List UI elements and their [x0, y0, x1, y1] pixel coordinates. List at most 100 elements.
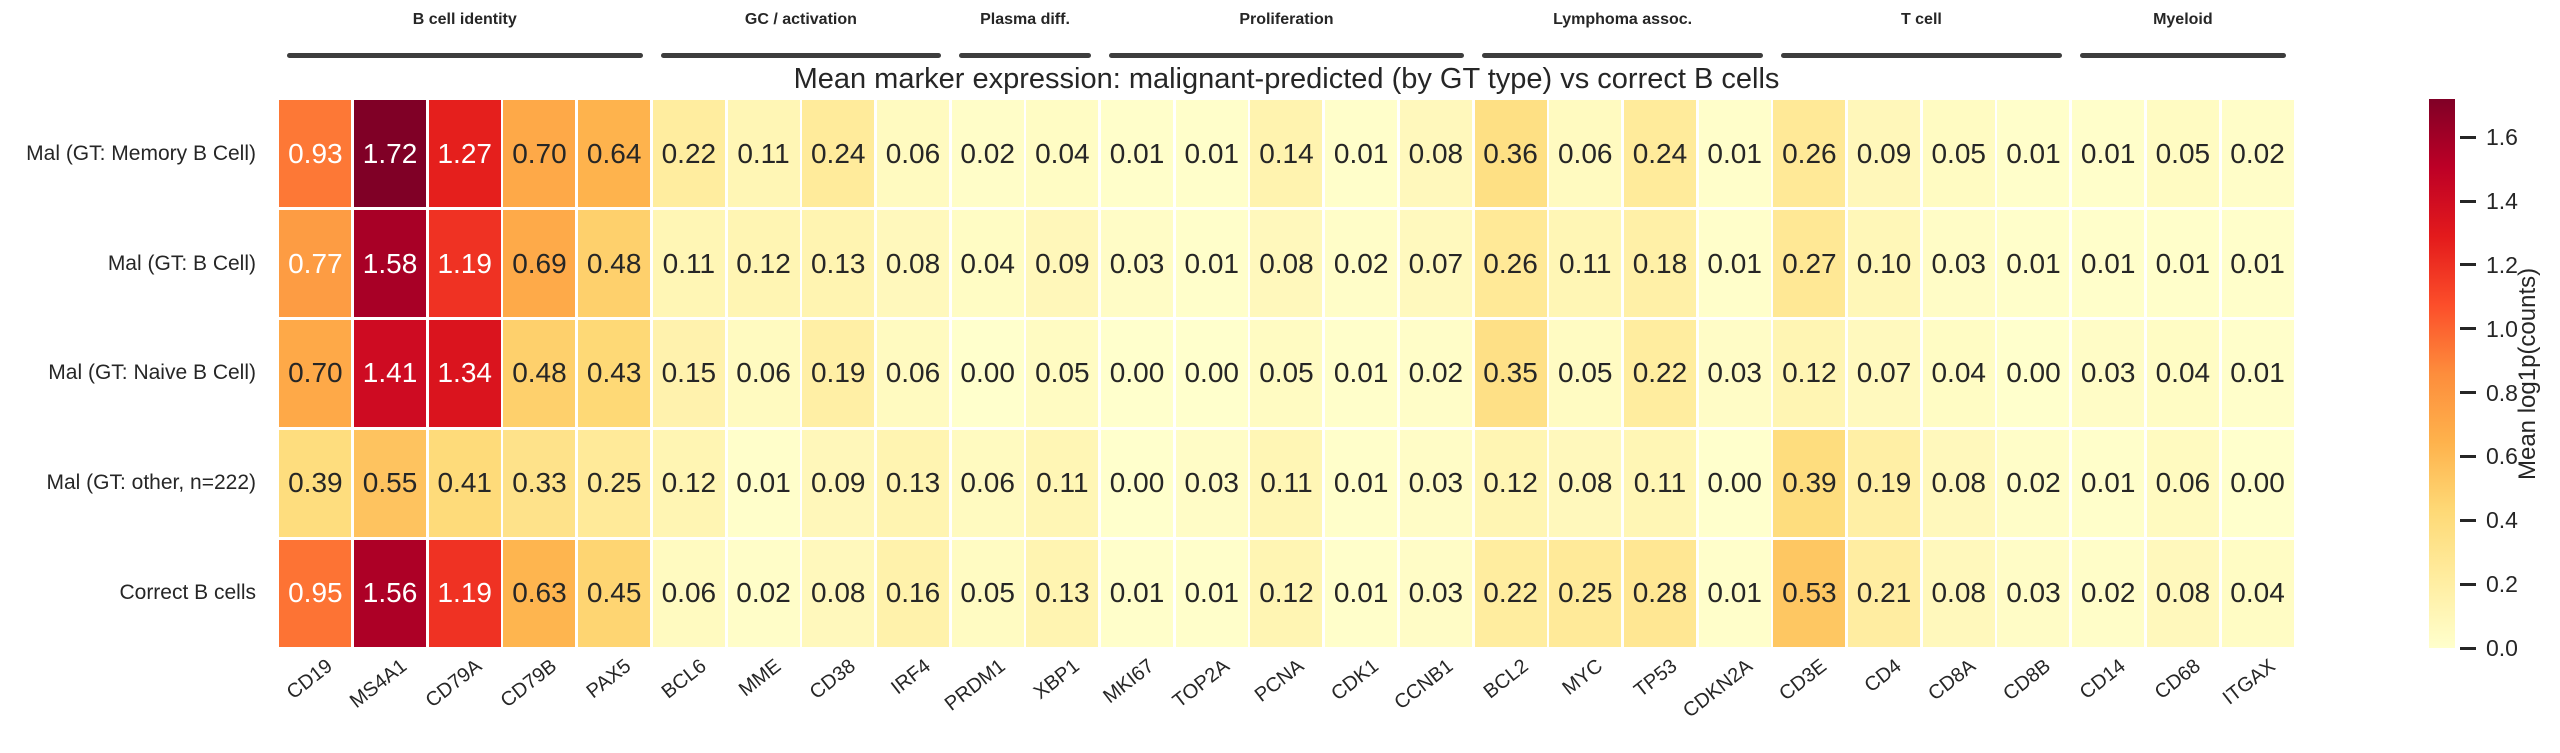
colorbar-tick-label: 1.4: [2486, 188, 2518, 215]
heatmap-cell: 0.05: [2146, 100, 2219, 208]
colorbar-tick-mark: [2460, 199, 2476, 203]
x-tick-label: CDKN2A: [1678, 655, 1757, 723]
x-tick-label: IRF4: [886, 655, 935, 700]
x-tick-label: ITGAX: [2218, 655, 2280, 710]
column-group-underline: [2079, 53, 2286, 58]
heatmap-cell: 0.11: [652, 210, 725, 318]
heatmap-cell: 0.02: [1325, 210, 1398, 318]
heatmap-cell: 0.26: [1474, 210, 1547, 318]
heatmap-cell: 0.10: [1848, 210, 1921, 318]
heatmap-cell: 0.01: [1325, 100, 1398, 208]
row-label: Mal (GT: Memory B Cell): [26, 141, 256, 165]
column-group-underline: [1781, 53, 2062, 58]
x-tick-label: MKI67: [1099, 655, 1159, 708]
heatmap-cell: 0.04: [1026, 100, 1099, 208]
heatmap-cell: 0.27: [1773, 210, 1846, 318]
heatmap-cell: 0.12: [1773, 319, 1846, 428]
chart-title: Mean marker expression: malignant-predic…: [793, 63, 1780, 95]
heatmap-cell: 0.08: [2146, 539, 2219, 647]
heatmap-cell: 1.58: [354, 210, 427, 318]
heatmap-cell: 0.19: [802, 319, 875, 428]
heatmap-cell: 0.01: [2221, 319, 2294, 428]
heatmap-cell: 0.01: [1698, 210, 1771, 318]
row-label: Mal (GT: other, n=222): [46, 471, 256, 495]
heatmap-cell: 0.36: [1474, 100, 1547, 208]
heatmap-cell: 0.25: [578, 429, 651, 537]
heatmap-cell: 0.69: [503, 210, 576, 318]
x-tick-label: TP53: [1630, 655, 1682, 702]
heatmap-cell: 0.26: [1773, 100, 1846, 208]
colorbar-axis-label: Mean log1p(counts): [2514, 267, 2541, 480]
heatmap-cell: 0.01: [1325, 539, 1398, 647]
colorbar-tick-mark: [2460, 263, 2476, 267]
heatmap-cell: 0.22: [1623, 319, 1696, 428]
x-tick-label: PRDM1: [940, 655, 1010, 716]
heatmap-cell: 0.08: [876, 210, 949, 318]
colorbar-tick-mark: [2460, 518, 2476, 522]
heatmap-cell: 1.41: [354, 319, 427, 428]
heatmap-cell: 0.11: [1026, 429, 1099, 537]
column-group-underline: [1108, 53, 1465, 58]
heatmap-cell: 0.00: [2221, 429, 2294, 537]
heatmap-cell: 0.05: [1549, 319, 1622, 428]
heatmap-cell: 0.04: [951, 210, 1024, 318]
colorbar-tick-mark: [2460, 646, 2476, 650]
heatmap-cell: 0.01: [1101, 539, 1174, 647]
heatmap-cell: 0.00: [1997, 319, 2070, 428]
heatmap-cell: 1.27: [428, 100, 501, 208]
heatmap-cell: 0.28: [1623, 539, 1696, 647]
heatmap-cell: 0.13: [802, 210, 875, 318]
heatmap-cell: 1.34: [428, 319, 501, 428]
row-label: Correct B cells: [119, 581, 256, 605]
heatmap-cell: 0.12: [652, 429, 725, 537]
heatmap-cell: 0.70: [279, 319, 352, 428]
heatmap-cell: 0.77: [279, 210, 352, 318]
heatmap-cell: 0.11: [1250, 429, 1323, 537]
x-tick-label: CD19: [283, 655, 337, 704]
heatmap-cell: 0.25: [1549, 539, 1622, 647]
heatmap-cell: 0.02: [2221, 100, 2294, 208]
heatmap-cell: 0.03: [1101, 210, 1174, 318]
heatmap-cell: 0.03: [1399, 539, 1472, 647]
heatmap-cell: 0.01: [1175, 539, 1248, 647]
heatmap-cell: 0.09: [1026, 210, 1099, 318]
heatmap-cell: 0.01: [1101, 100, 1174, 208]
x-tick-label: CCNB1: [1390, 655, 1458, 715]
heatmap-cell: 0.08: [802, 539, 875, 647]
heatmap-cell: 0.63: [503, 539, 576, 647]
heatmap-cell: 0.01: [2072, 100, 2145, 208]
heatmap-cell: 0.64: [578, 100, 651, 208]
heatmap-cell: 0.24: [1623, 100, 1696, 208]
heatmap-cell: 0.01: [2146, 210, 2219, 318]
heatmap-cell: 0.12: [1474, 429, 1547, 537]
heatmap-cell: 0.01: [2072, 210, 2145, 318]
row-label: Mal (GT: Naive B Cell): [48, 361, 256, 385]
column-group-label: B cell identity: [412, 11, 517, 28]
heatmap-cell: 0.53: [1773, 539, 1846, 647]
column-group-label: Proliferation: [1239, 11, 1334, 28]
x-tick-label: CD8A: [1924, 655, 1981, 706]
x-tick-label: CD68: [2150, 655, 2205, 704]
heatmap-cell: 0.01: [727, 429, 800, 537]
column-group-underline: [660, 53, 942, 58]
heatmap-cell: 0.12: [1250, 539, 1323, 647]
heatmap-cell: 0.02: [727, 539, 800, 647]
colorbar-tick-label: 0.2: [2486, 571, 2518, 598]
x-tick-label: MYC: [1558, 655, 1607, 700]
colorbar-tick-label: 1.0: [2486, 315, 2518, 342]
heatmap-cell: 0.22: [1474, 539, 1547, 647]
heatmap-cell: 0.08: [1250, 210, 1323, 318]
heatmap-cell: 0.06: [727, 319, 800, 428]
heatmap-cell: 0.01: [1175, 100, 1248, 208]
heatmap-cell: 0.03: [2072, 319, 2145, 428]
heatmap-cell: 0.01: [1698, 539, 1771, 647]
heatmap-cell: 0.09: [1848, 100, 1921, 208]
colorbar-tick-label: 1.2: [2486, 251, 2518, 278]
heatmap-cell: 0.05: [951, 539, 1024, 647]
x-tick-label: BCL6: [657, 655, 711, 704]
heatmap-cell: 0.04: [2221, 539, 2294, 647]
heatmap-cell: 0.05: [1026, 319, 1099, 428]
heatmap-cell: 0.39: [279, 429, 352, 537]
heatmap-cell: 0.07: [1399, 210, 1472, 318]
